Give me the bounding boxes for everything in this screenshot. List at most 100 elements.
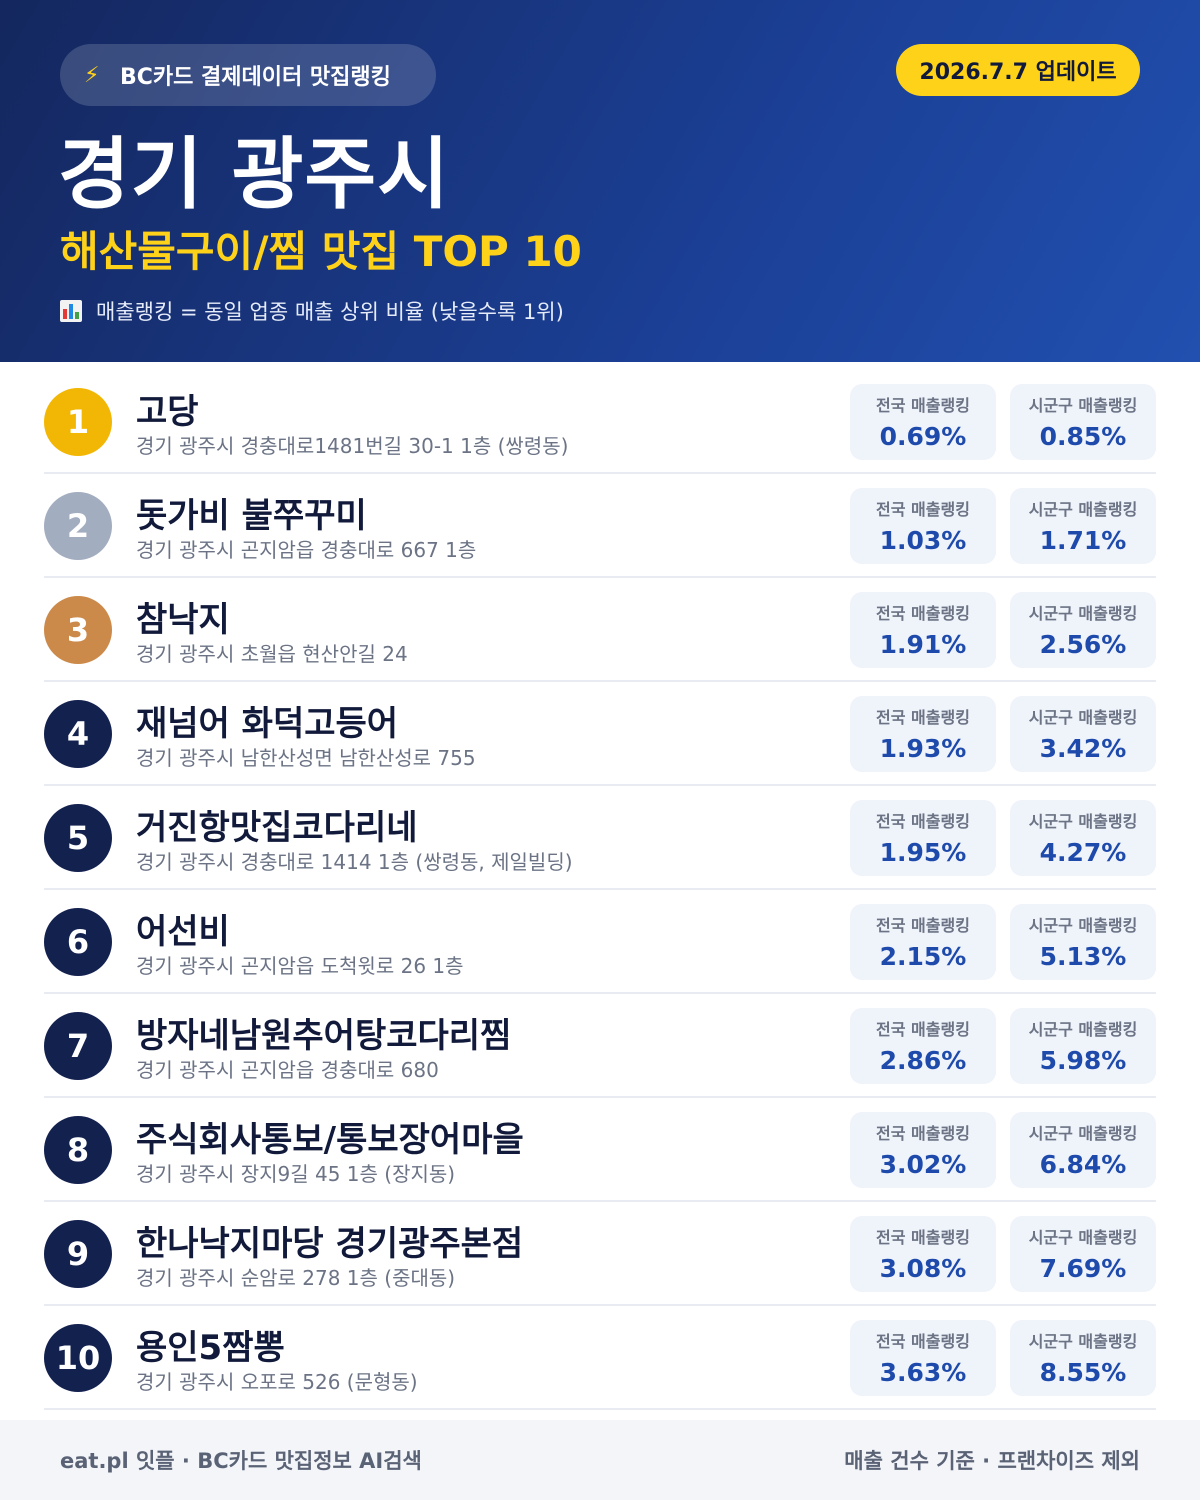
restaurant-name: 거진항맛집코다리네 [136,808,418,848]
list-item[interactable]: 9 한나낙지마당 경기광주본점 경기 광주시 순암로 278 1층 (중대동) … [44,1202,1156,1306]
restaurant-address: 경기 광주시 장지9길 45 1층 (장지동) [136,1162,456,1186]
rank-badge: 3 [44,596,112,664]
lightning-icon: ⚡ [84,62,100,88]
rank-badge: 10 [44,1324,112,1392]
national-ranking-card: 전국 매출랭킹 2.86% [850,1008,996,1084]
district-ranking-card: 시군구 매출랭킹 1.71% [1010,488,1156,564]
district-ranking-label: 시군구 매출랭킹 [1028,396,1138,415]
national-ranking-value: 3.02% [879,1150,967,1179]
district-ranking-label: 시군구 매출랭킹 [1028,812,1138,831]
district-ranking-label: 시군구 매출랭킹 [1028,604,1138,623]
district-ranking-label: 시군구 매출랭킹 [1028,708,1138,727]
national-ranking-label: 전국 매출랭킹 [876,396,970,415]
national-ranking-label: 전국 매출랭킹 [876,916,970,935]
restaurant-address: 경기 광주시 경충대로1481번길 30-1 1층 (쌍령동) [136,434,569,458]
national-ranking-label: 전국 매출랭킹 [876,708,970,727]
list-item[interactable]: 3 참낙지 경기 광주시 초월읍 현산안길 24 전국 매출랭킹 1.91% 시… [44,578,1156,682]
national-ranking-label: 전국 매출랭킹 [876,604,970,623]
restaurant-address: 경기 광주시 곤지암읍 경충대로 667 1층 [136,538,477,562]
district-ranking-card: 시군구 매출랭킹 6.84% [1010,1112,1156,1188]
restaurant-name: 돗가비 불쭈꾸미 [136,496,367,536]
national-ranking-card: 전국 매출랭킹 2.15% [850,904,996,980]
national-ranking-value: 2.15% [879,942,967,971]
district-ranking-value: 7.69% [1039,1254,1127,1283]
national-ranking-card: 전국 매출랭킹 3.02% [850,1112,996,1188]
restaurant-name: 고당 [136,392,199,432]
rank-badge: 4 [44,700,112,768]
list-item[interactable]: 8 주식회사통보/통보장어마을 경기 광주시 장지9길 45 1층 (장지동) … [44,1098,1156,1202]
rank-badge: 6 [44,908,112,976]
district-ranking-value: 4.27% [1039,838,1127,867]
district-ranking-value: 2.56% [1039,630,1127,659]
national-ranking-value: 3.08% [879,1254,967,1283]
national-ranking-label: 전국 매출랭킹 [876,1124,970,1143]
national-ranking-label: 전국 매출랭킹 [876,1332,970,1351]
district-ranking-label: 시군구 매출랭킹 [1028,1020,1138,1039]
footer-source: eat.pl 잇플 · BC카드 맛집정보 AI검색 [60,1449,422,1473]
city-title: 경기 광주시 [58,130,450,220]
list-item[interactable]: 7 방자네남원추어탕코다리찜 경기 광주시 곤지암읍 경충대로 680 전국 매… [44,994,1156,1098]
list-item[interactable]: 10 용인5짬뽕 경기 광주시 오포로 526 (문형동) 전국 매출랭킹 3.… [44,1306,1156,1410]
district-ranking-card: 시군구 매출랭킹 4.27% [1010,800,1156,876]
update-badge: 2026.7.7 업데이트 [896,44,1140,96]
restaurant-address: 경기 광주시 오포로 526 (문형동) [136,1370,418,1394]
national-ranking-value: 1.95% [879,838,967,867]
national-ranking-card: 전국 매출랭킹 3.63% [850,1320,996,1396]
restaurant-name: 재넘어 화덕고등어 [136,704,399,744]
list-item[interactable]: 6 어선비 경기 광주시 곤지암읍 도척윗로 26 1층 전국 매출랭킹 2.1… [44,890,1156,994]
national-ranking-label: 전국 매출랭킹 [876,1020,970,1039]
restaurant-address: 경기 광주시 남한산성면 남한산성로 755 [136,746,476,770]
restaurant-address: 경기 광주시 초월읍 현산안길 24 [136,642,408,666]
district-ranking-card: 시군구 매출랭킹 3.42% [1010,696,1156,772]
national-ranking-card: 전국 매출랭킹 3.08% [850,1216,996,1292]
district-ranking-card: 시군구 매출랭킹 5.98% [1010,1008,1156,1084]
rank-badge: 5 [44,804,112,872]
district-ranking-value: 6.84% [1039,1150,1127,1179]
national-ranking-card: 전국 매출랭킹 1.93% [850,696,996,772]
district-ranking-label: 시군구 매출랭킹 [1028,500,1138,519]
rank-badge: 1 [44,388,112,456]
restaurant-address: 경기 광주시 경충대로 1414 1층 (쌍령동, 제일빌딩) [136,850,573,874]
legend-text: 매출랭킹 = 동일 업종 매출 상위 비율 (낮을수록 1위) [96,300,564,324]
national-ranking-label: 전국 매출랭킹 [876,812,970,831]
restaurant-name: 주식회사통보/통보장어마을 [136,1120,524,1160]
district-ranking-value: 1.71% [1039,526,1127,555]
list-item[interactable]: 2 돗가비 불쭈꾸미 경기 광주시 곤지암읍 경충대로 667 1층 전국 매출… [44,474,1156,578]
header-banner: ⚡ BC카드 결제데이터 맛집랭킹 2026.7.7 업데이트 경기 광주시 해… [0,0,1200,362]
source-pill: ⚡ BC카드 결제데이터 맛집랭킹 [60,44,436,106]
restaurant-name: 참낙지 [136,600,230,640]
restaurant-name: 한나낙지마당 경기광주본점 [136,1224,524,1264]
national-ranking-value: 1.03% [879,526,967,555]
district-ranking-value: 5.13% [1039,942,1127,971]
rank-badge: 8 [44,1116,112,1184]
national-ranking-value: 1.91% [879,630,967,659]
rank-badge: 2 [44,492,112,560]
national-ranking-value: 0.69% [879,422,967,451]
district-ranking-value: 0.85% [1039,422,1127,451]
district-ranking-label: 시군구 매출랭킹 [1028,1228,1138,1247]
national-ranking-value: 1.93% [879,734,967,763]
restaurant-name: 방자네남원추어탕코다리찜 [136,1016,512,1056]
district-ranking-label: 시군구 매출랭킹 [1028,916,1138,935]
district-ranking-value: 3.42% [1039,734,1127,763]
district-ranking-card: 시군구 매출랭킹 0.85% [1010,384,1156,460]
list-item[interactable]: 1 고당 경기 광주시 경충대로1481번길 30-1 1층 (쌍령동) 전국 … [44,370,1156,474]
source-label: BC카드 결제데이터 맛집랭킹 [120,65,391,90]
list-item[interactable]: 5 거진항맛집코다리네 경기 광주시 경충대로 1414 1층 (쌍령동, 제일… [44,786,1156,890]
national-ranking-card: 전국 매출랭킹 1.91% [850,592,996,668]
rank-badge: 9 [44,1220,112,1288]
bar-chart-icon [60,300,82,322]
restaurant-address: 경기 광주시 곤지암읍 도척윗로 26 1층 [136,954,464,978]
restaurant-address: 경기 광주시 순암로 278 1층 (중대동) [136,1266,456,1290]
restaurant-name: 어선비 [136,912,230,952]
restaurant-list: 1 고당 경기 광주시 경충대로1481번길 30-1 1층 (쌍령동) 전국 … [44,370,1156,1410]
district-ranking-label: 시군구 매출랭킹 [1028,1124,1138,1143]
district-ranking-card: 시군구 매출랭킹 5.13% [1010,904,1156,980]
national-ranking-label: 전국 매출랭킹 [876,500,970,519]
district-ranking-card: 시군구 매출랭킹 2.56% [1010,592,1156,668]
restaurant-name: 용인5짬뽕 [136,1328,285,1368]
list-item[interactable]: 4 재넘어 화덕고등어 경기 광주시 남한산성면 남한산성로 755 전국 매출… [44,682,1156,786]
rank-badge: 7 [44,1012,112,1080]
ranking-legend: 매출랭킹 = 동일 업종 매출 상위 비율 (낮을수록 1위) [60,296,564,326]
restaurant-address: 경기 광주시 곤지암읍 경충대로 680 [136,1058,439,1082]
